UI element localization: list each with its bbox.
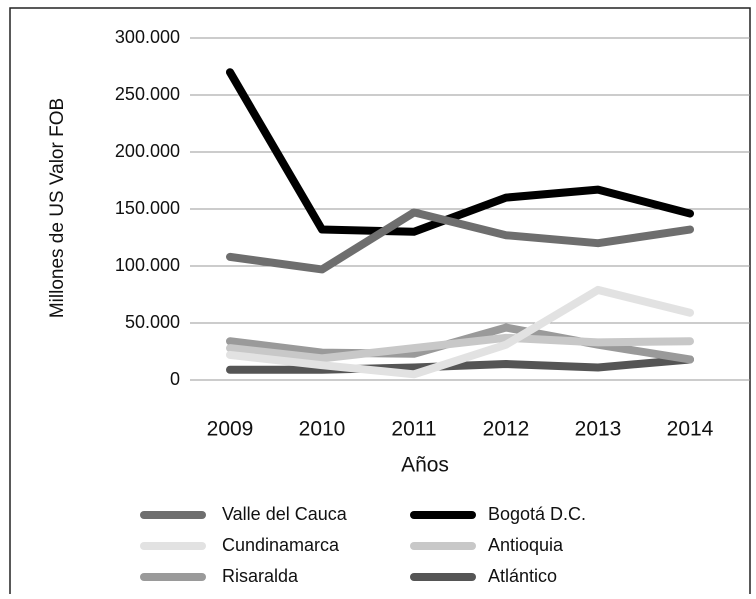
y-axis-title: Millones de US Valor FOB [47,98,68,318]
legend-label: Antioquia [488,535,564,555]
legend-label: Valle del Cauca [222,504,348,524]
y-tick-label: 50.000 [125,312,180,332]
legend-label: Cundinamarca [222,535,340,555]
legend-label: Bogotá D.C. [488,504,586,524]
y-tick-label: 250.000 [115,84,180,104]
legend-label: Risaralda [222,566,299,586]
y-tick-label: 200.000 [115,141,180,161]
y-tick-label: 100.000 [115,255,180,275]
x-tick-label: 2013 [575,418,622,441]
series-line [226,333,694,363]
x-tick-label: 2010 [299,418,346,441]
x-tick-label: 2009 [207,418,254,441]
y-tick-label: 300.000 [115,27,180,47]
x-tick-label: 2011 [391,418,436,441]
y-tick-label: 150.000 [115,198,180,218]
x-axis-title: Años [401,454,449,477]
frame [9,7,751,594]
series-line [226,208,694,274]
series-line [226,68,694,236]
legend-label: Atlántico [488,566,557,586]
y-tick-label: 0 [170,369,180,389]
x-tick-label: 2014 [667,418,714,441]
series-line [226,285,694,379]
series-line [226,355,694,374]
x-tick-label: 2012 [483,418,530,441]
